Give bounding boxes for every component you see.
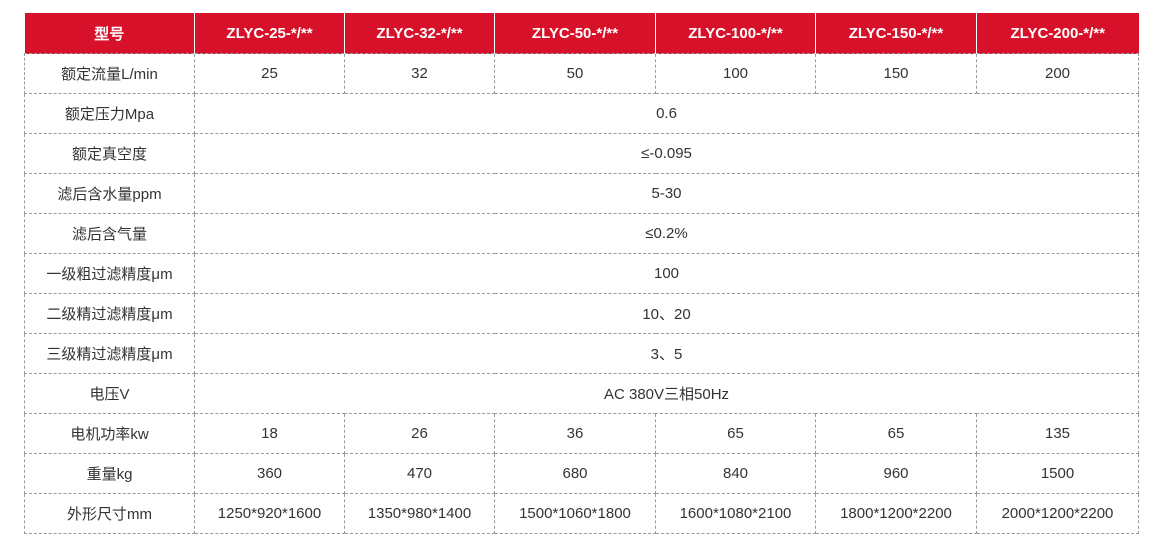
cell: 470 [344,453,495,494]
cell: 10、20 [194,293,1139,334]
header-cell: ZLYC-32-*/** [344,13,495,54]
table-row: 电压V AC 380V三相50Hz [24,373,1139,414]
table-row: 二级精过滤精度μm 10、20 [24,293,1139,334]
cell: ≤0.2% [194,213,1139,254]
table-row: 三级精过滤精度μm 3、5 [24,333,1139,374]
table-row: 滤后含气量 ≤0.2% [24,213,1139,254]
cell: 1350*980*1400 [344,493,495,534]
cell: 200 [976,53,1139,94]
cell: ≤-0.095 [194,133,1139,174]
cell: 65 [815,413,977,454]
cell: 25 [194,53,345,94]
table-row: 额定流量L/min 25 32 50 100 150 200 [24,53,1139,94]
cell: 1500*1060*1800 [494,493,656,534]
cell: 840 [655,453,816,494]
cell: 26 [344,413,495,454]
cell: 1800*1200*2200 [815,493,977,534]
cell: 32 [344,53,495,94]
header-cell: ZLYC-100-*/** [655,13,816,54]
table-row: 外形尺寸mm 1250*920*1600 1350*980*1400 1500*106… [24,493,1139,534]
header-cell: ZLYC-150-*/** [815,13,977,54]
cell: 5-30 [194,173,1139,214]
cell: 100 [655,53,816,94]
cell: 0.6 [194,93,1139,134]
row-label: 一级粗过滤精度μm [24,253,195,294]
cell: 3、5 [194,333,1139,374]
cell: 65 [655,413,816,454]
cell: AC 380V三相50Hz [194,373,1139,414]
header-row: 型号 ZLYC-25-*/** ZLYC-32-*/** ZLYC-50-*/** ZL… [24,13,1139,54]
row-label: 滤后含水量ppm [24,173,195,214]
cell: 150 [815,53,977,94]
header-cell: ZLYC-50-*/** [494,13,656,54]
row-label: 二级精过滤精度μm [24,293,195,334]
row-label: 三级精过滤精度μm [24,333,195,374]
row-label: 电压V [24,373,195,414]
row-label: 额定真空度 [24,133,195,174]
table-row: 重量kg 360 470 680 840 960 1500 [24,453,1139,494]
row-label: 电机功率kw [24,413,195,454]
table-row: 额定真空度 ≤-0.095 [24,133,1139,174]
header-cell: ZLYC-25-*/** [194,13,345,54]
row-label: 额定压力Mpa [24,93,195,134]
row-label: 外形尺寸mm [24,493,195,534]
cell: 1250*920*1600 [194,493,345,534]
table-body: 额定流量L/min 25 32 50 100 150 200 额定压力Mpa 0.6 额定真空度 ≤… [24,53,1139,534]
cell: 1600*1080*2100 [655,493,816,534]
cell: 2000*1200*2200 [976,493,1139,534]
header-cell: ZLYC-200-*/** [976,13,1139,54]
header-cell: 型号 [24,13,195,54]
table-row: 电机功率kw 18 26 36 65 65 135 [24,413,1139,454]
row-label: 重量kg [24,453,195,494]
cell: 135 [976,413,1139,454]
cell: 960 [815,453,977,494]
row-label: 滤后含气量 [24,213,195,254]
cell: 1500 [976,453,1139,494]
cell: 18 [194,413,345,454]
table-row: 滤后含水量ppm 5-30 [24,173,1139,214]
table-row: 一级粗过滤精度μm 100 [24,253,1139,294]
table-row: 额定压力Mpa 0.6 [24,93,1139,134]
spec-table: 型号 ZLYC-25-*/** ZLYC-32-*/** ZLYC-50-*/** ZL… [24,13,1139,534]
row-label: 额定流量L/min [24,53,195,94]
cell: 100 [194,253,1139,294]
cell: 680 [494,453,656,494]
cell: 360 [194,453,345,494]
cell: 50 [494,53,656,94]
cell: 36 [494,413,656,454]
